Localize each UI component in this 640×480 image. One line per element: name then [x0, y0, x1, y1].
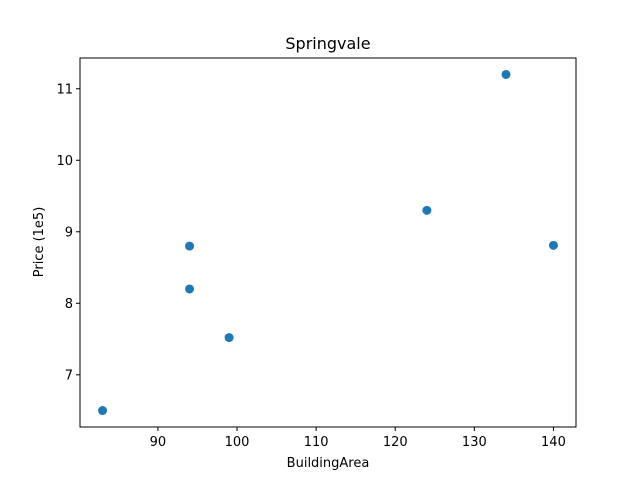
x-tick-label: 140: [541, 435, 566, 450]
x-tick-label: 110: [304, 435, 329, 450]
data-point: [185, 241, 195, 251]
data-point: [422, 205, 432, 215]
y-tick-label: 11: [56, 82, 73, 97]
x-axis-label: BuildingArea: [287, 456, 370, 471]
data-points: [98, 69, 558, 416]
x-tick-label: 100: [225, 435, 250, 450]
y-axis-label: Price (1e5): [32, 207, 47, 278]
y-axis-ticks: 7 8 9 10 11: [56, 82, 80, 383]
y-tick-label: 9: [65, 225, 73, 240]
x-axis-ticks: 90 100 110 120 130 140: [150, 427, 566, 450]
x-tick-label: 120: [383, 435, 408, 450]
y-tick-label: 7: [65, 368, 73, 383]
x-tick-label: 90: [150, 435, 167, 450]
x-tick-label: 130: [462, 435, 487, 450]
plot-area-frame: [79, 57, 577, 428]
data-point: [98, 406, 108, 416]
chart-title: Springvale: [285, 34, 370, 53]
data-point: [224, 333, 234, 343]
data-point: [548, 240, 558, 250]
data-point: [501, 69, 511, 79]
y-tick-label: 10: [56, 154, 73, 169]
data-point: [185, 284, 195, 294]
y-tick-label: 8: [65, 297, 73, 312]
